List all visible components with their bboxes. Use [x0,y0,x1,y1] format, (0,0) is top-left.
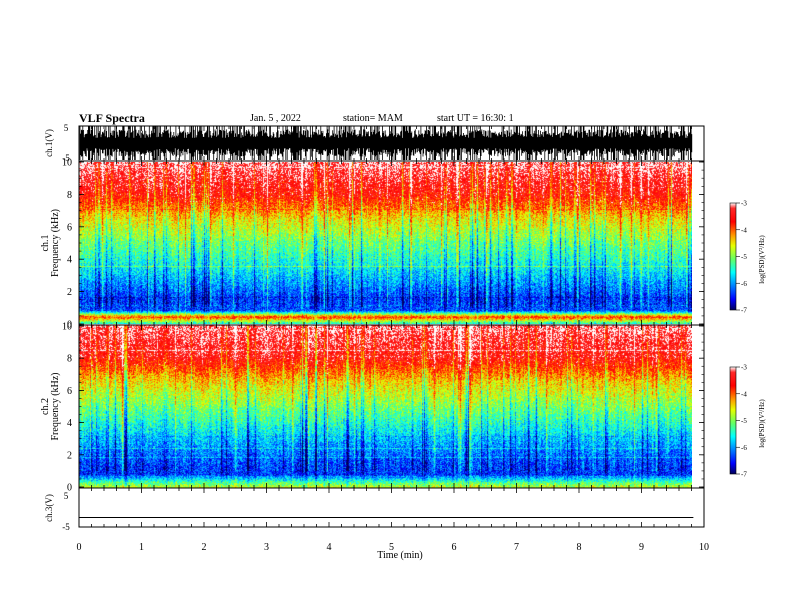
colorbar-tick-label: -7 [741,471,747,479]
y-tick-label: 8 [67,354,72,365]
x-tick-label: 10 [699,542,709,553]
colorbar-tick-label: -5 [741,417,747,425]
colorbar-tick-label: -4 [741,390,747,398]
x-tick-label: 8 [577,542,582,553]
colorbar-label: log(PSD)(V²/Hz) [758,235,766,284]
y-tick-label: 2 [67,450,72,461]
y-tick-label: 5 [64,123,69,133]
y-tick-label: 6 [67,386,72,397]
y-axis-label: ch.1(V) [44,129,54,157]
ch3-waveform-frame [78,487,705,528]
colorbar-layer: -3 -4 -5 -6 -7 log(PSD)(V²/Hz) -3 -4 -5 -6 -7 log(P… [729,200,766,479]
x-tick-label: 5 [389,542,394,553]
y-axis-label: Frequency (kHz) [50,209,61,277]
y-tick-label: 10 [62,158,72,169]
ch2-colorbar [729,366,737,475]
x-tick-label: 7 [514,542,519,553]
y-tick-label: 6 [67,222,72,233]
ch1-waveform-trace [79,126,693,160]
y-tick-label: -5 [62,153,70,163]
ch1-waveform-panel [79,126,693,160]
x-tick-label: 3 [264,542,269,553]
y-tick-label: 4 [67,255,72,266]
colorbar-tick-label: -6 [741,444,747,452]
x-tick-label: 9 [639,542,644,553]
ch2-spectrogram-panel [79,325,692,488]
y-tick-label: 0 [67,483,72,494]
y-axis-label: Frequency (kHz) [50,372,61,440]
figure-title: VLF Spectra [79,111,145,125]
y-tick-label: 0 [67,320,72,331]
x-tick-label: 1 [139,542,144,553]
y-tick-label: -5 [62,522,70,532]
ch1-colorbar [729,202,737,311]
colorbar-tick-label: -4 [741,226,747,234]
date-label: Jan. 5 , 2022 [250,113,301,124]
y-tick-label: 2 [67,287,72,298]
colorbar-tick-label: -7 [741,307,747,315]
colorbar-tick-label: -6 [741,280,747,288]
y-axis-label: ch.1 [40,235,51,252]
y-axis-label: ch.3(V) [44,494,54,522]
y-tick-label: 10 [62,322,72,333]
x-tick-label: 4 [327,542,332,553]
x-tick-label: 6 [452,542,457,553]
colorbar-tick-label: -5 [741,253,747,261]
ch1-spectrogram-image [79,162,692,324]
x-tick-label: 0 [77,542,82,553]
x-axis-label: Time (min) [377,550,422,561]
ch1-spectrogram-panel [79,162,692,324]
start-time-label: start UT = 16:30: 1 [437,113,514,124]
ch2-spectrogram-image [79,325,692,488]
colorbar-label: log(PSD)(V²/Hz) [758,399,766,448]
y-tick-label: 8 [67,190,72,201]
y-tick-label: 4 [67,418,72,429]
x-tick-label: 2 [202,542,207,553]
y-axis-label: ch.2 [40,398,51,415]
station-label: station= MAM [343,113,403,124]
colorbar-tick-label: -3 [741,200,747,208]
y-tick-label: 5 [64,491,69,501]
colorbar-tick-label: -3 [741,364,747,372]
